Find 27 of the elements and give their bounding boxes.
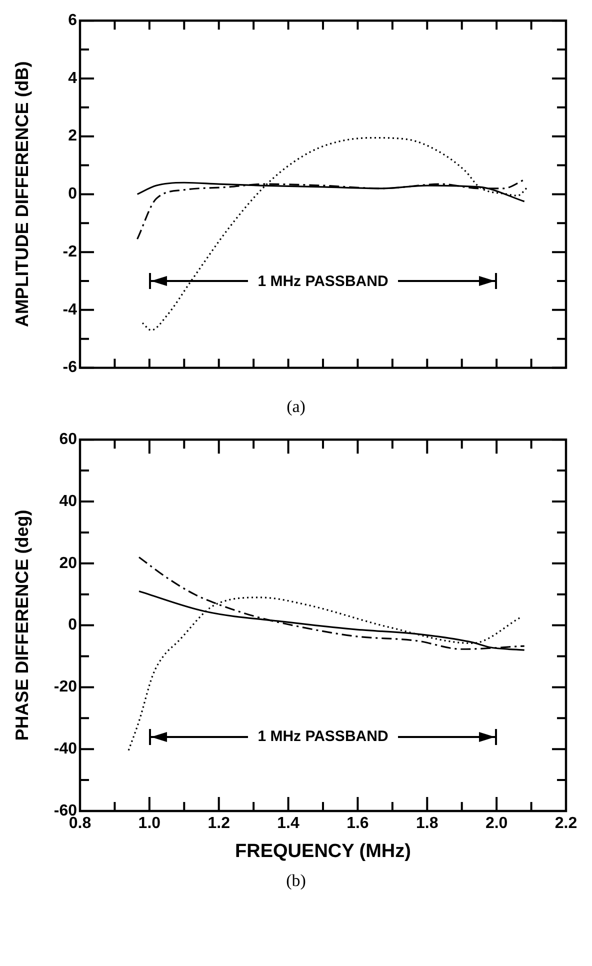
y-axis-title: PHASE DIFFERENCE (deg) — [12, 510, 32, 741]
y-tick-label: 20 — [59, 554, 78, 572]
text: (b) — [285, 871, 307, 891]
x-tick-label: 1.2 — [208, 815, 230, 832]
x-tick-label: 2.0 — [485, 815, 508, 832]
y-tick-label: -4 — [62, 301, 78, 318]
y-tick-label: 40 — [59, 492, 78, 510]
x-tick-label: 1.6 — [346, 815, 369, 832]
y-tick-label: 0 — [68, 616, 78, 634]
x-tick-label: 1.0 — [138, 815, 161, 832]
annotation: 1 MHz PASSBAND — [256, 728, 390, 746]
y-tick-label: -2 — [62, 243, 78, 260]
x-axis-title: FREQUENCY (MHz) — [235, 840, 411, 862]
x-tick-label: 1.8 — [416, 815, 438, 832]
y-tick-label: 60 — [59, 431, 78, 448]
y-tick-label: -40 — [54, 740, 78, 758]
x-tick-label: 2.2 — [554, 815, 578, 832]
x-tick-label: 1.4 — [277, 815, 300, 832]
y-tick-label: 4 — [68, 70, 78, 87]
text: (a) — [286, 397, 306, 417]
y-tick-label: 2 — [68, 128, 78, 145]
y-tick-label: -20 — [54, 678, 78, 696]
y-tick-label: 0 — [68, 186, 78, 203]
y-tick-label: 6 — [68, 12, 78, 30]
y-axis-title: AMPLITUDE DIFFERENCE (dB) — [12, 61, 32, 328]
annotation: 1 MHz PASSBAND — [256, 272, 390, 290]
y-tick-label: -6 — [62, 359, 78, 376]
